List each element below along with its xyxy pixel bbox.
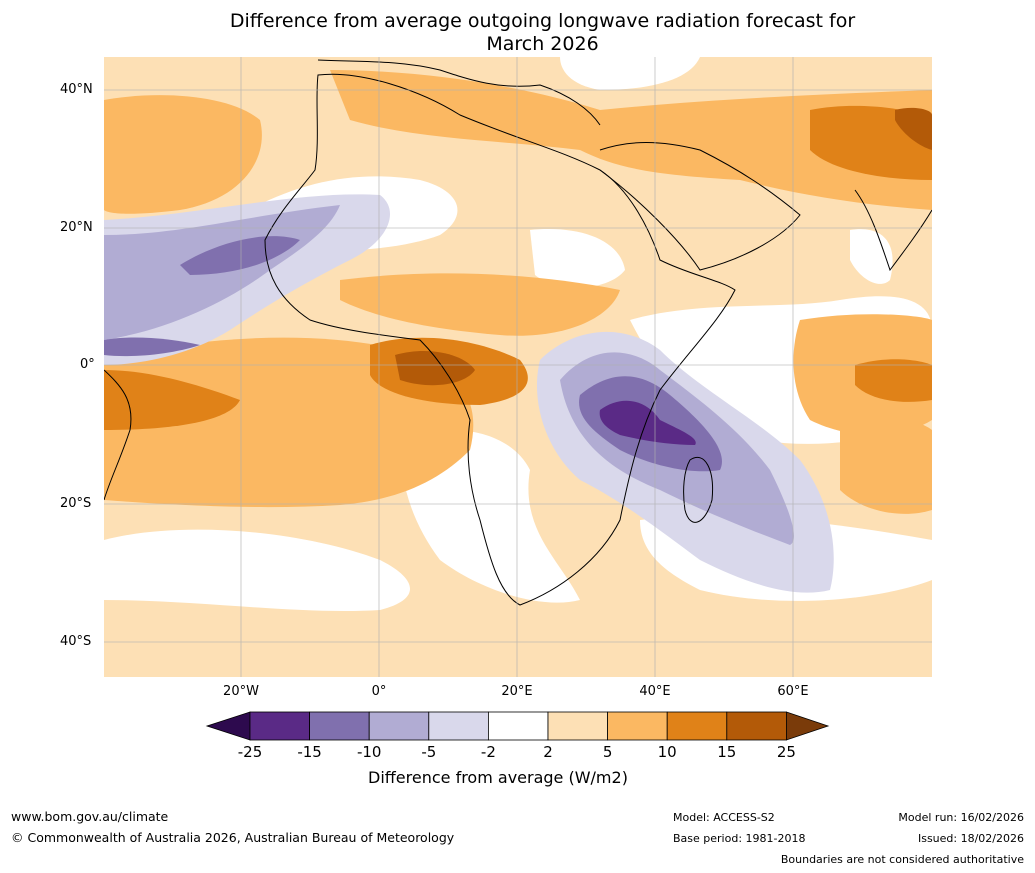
lon-label-0: 0°: [371, 684, 387, 699]
footer-url[interactable]: www.bom.gov.au/climate: [11, 809, 169, 824]
field-10-15-indian: [855, 359, 932, 402]
lat-label-40s: 40°S: [60, 634, 92, 649]
colorbar-bin-5-2: [428, 711, 489, 741]
coastline-europe: [317, 59, 601, 126]
colorbar-bin-15-25: [726, 711, 787, 741]
colorbar-tick: -10: [356, 743, 382, 761]
title-line-2: March 2026: [486, 33, 599, 55]
lat-label-20n: 20°N: [60, 220, 93, 235]
field-neg-10-15-atlantic: [180, 236, 300, 275]
footer-model: Model: ACCESS-S2: [673, 811, 775, 824]
field-15-25-iran: [895, 107, 932, 150]
field-neutral-europe: [560, 57, 700, 90]
footer-model-run: Model run: 16/02/2026: [898, 811, 1024, 824]
field-5-10-indian-south: [840, 415, 932, 514]
chart-title: Difference from average outgoing longwav…: [0, 10, 1035, 56]
footer-disclaimer: Boundaries are not considered authoritat…: [780, 853, 1024, 866]
colorbar-tick: -2: [480, 743, 496, 761]
field-10-15-atlantic: [104, 370, 240, 430]
footer-copyright: © Commonwealth of Australia 2026, Austra…: [11, 830, 455, 845]
field-5-10-atlantic-north: [104, 95, 262, 214]
lon-label-20e: 20°E: [501, 684, 533, 699]
field-15-25-congo: [395, 350, 475, 386]
lon-label-40e: 40°E: [639, 684, 671, 699]
field-neutral-africa-south: [400, 430, 580, 603]
colorbar-tick: -5: [421, 743, 437, 761]
colorbar-tick: 25: [776, 743, 796, 761]
colorbar-bin-2-5: [547, 711, 608, 741]
colorbar-tick: 2: [543, 743, 553, 761]
field-5-10-mideast: [330, 70, 932, 210]
colorbar-extend-max: [786, 711, 830, 741]
colorbar-bin-10-5: [368, 711, 430, 741]
lat-label-20s: 20°S: [60, 496, 92, 511]
colorbar: [205, 711, 830, 741]
lon-label-20w: 20°W: [223, 684, 259, 699]
colorbar-bin-25-15: [249, 711, 310, 741]
lat-label-0: 0°: [80, 357, 95, 372]
coastline-arabia: [599, 142, 801, 271]
field-5-10-westafrica: [340, 273, 620, 336]
field-neutral-india: [850, 229, 893, 284]
colorbar-bin-5-10: [607, 711, 668, 741]
coastline-madagascar: [683, 457, 714, 523]
colorbar-tick: 5: [602, 743, 613, 761]
colorbar-bin-2-2: [487, 711, 549, 741]
map-fill-layer: [104, 57, 932, 677]
colorbar-tick: 10: [657, 743, 677, 761]
field-neg-15-25-eastafrica: [599, 400, 696, 445]
colorbar-tick: 15: [717, 743, 737, 761]
coastline-india: [854, 189, 932, 272]
gridlines: [104, 57, 932, 677]
lon-label-60e: 60°E: [777, 684, 809, 699]
field-neutral-centralafrica: [530, 229, 625, 288]
field-neg-10-15-atlantic-b: [104, 337, 200, 357]
footer-issued: Issued: 18/02/2026: [917, 832, 1024, 845]
coastline-south-america: [104, 369, 132, 501]
colorbar-tick: -25: [237, 743, 263, 761]
colorbar-extend-min: [205, 711, 251, 741]
colorbar-bin-10-15: [666, 711, 728, 741]
colorbar-title: Difference from average (W/m2): [368, 768, 628, 787]
footer-base-period: Base period: 1981-2018: [673, 832, 806, 845]
lat-label-40n: 40°N: [60, 82, 93, 97]
field-neutral-atlantic: [104, 529, 410, 612]
title-line-1: Difference from average outgoing longwav…: [229, 10, 856, 32]
colorbar-bin-15-10: [309, 711, 370, 741]
colorbar-tick: -15: [297, 743, 322, 761]
